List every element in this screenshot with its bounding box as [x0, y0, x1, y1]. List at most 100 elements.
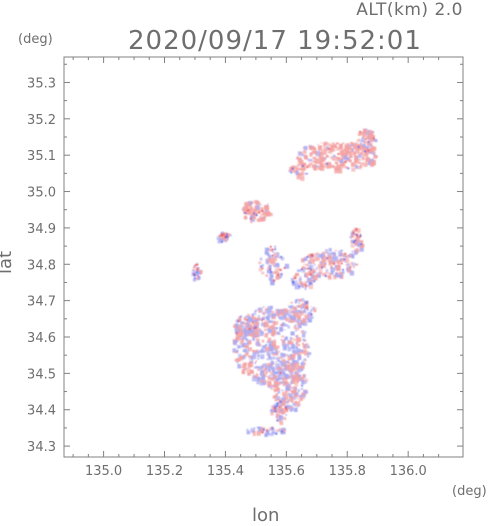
echo-cell — [318, 146, 321, 149]
echo-cell — [308, 255, 311, 258]
echo-cell — [261, 317, 265, 320]
echo-cell — [236, 361, 239, 364]
echo-cell-strong — [291, 167, 294, 170]
echo-cell — [253, 331, 258, 335]
echo-cell — [268, 264, 272, 269]
echo-cell — [327, 162, 332, 169]
echo-cell — [272, 353, 275, 356]
echo-cell — [282, 373, 286, 376]
echo-cell — [330, 156, 334, 159]
echo-cell — [270, 324, 276, 330]
echo-cell — [336, 146, 340, 151]
echo-cell-strong — [244, 212, 247, 214]
echo-cell — [302, 146, 305, 150]
echo-cell — [299, 162, 302, 165]
echo-cell — [253, 200, 259, 204]
echo-cell — [334, 161, 339, 165]
echo-cell — [284, 354, 288, 357]
echo-cell — [307, 343, 309, 346]
echo-cell — [297, 344, 301, 347]
echo-cell — [282, 391, 287, 397]
echo-cell — [345, 258, 348, 261]
echo-cell — [262, 312, 265, 315]
echo-cell — [283, 362, 287, 367]
echo-cell — [254, 319, 258, 323]
echo-cell — [292, 361, 295, 363]
echo-cell — [345, 258, 350, 264]
echo-cell — [248, 324, 253, 330]
echo-cell — [246, 313, 250, 317]
echo-cell — [294, 327, 297, 330]
echo-cell — [216, 236, 221, 240]
echo-cell — [259, 330, 263, 333]
echo-cell — [289, 306, 293, 309]
echo-cell — [337, 272, 343, 276]
echo-cell — [337, 168, 343, 174]
echo-cell — [258, 217, 262, 221]
echo-cell — [258, 426, 262, 432]
echo-cell — [250, 370, 254, 374]
echo-cell-strong — [355, 228, 358, 231]
echo-cell — [248, 340, 252, 345]
echo-cell — [365, 154, 368, 156]
echo-cell — [236, 349, 239, 353]
echo-cell — [291, 354, 296, 359]
echo-cell — [245, 203, 250, 207]
echo-cell — [242, 206, 245, 210]
echo-cell-strong — [276, 402, 279, 405]
echo-cell-strong — [355, 234, 358, 237]
echo-cell — [310, 145, 312, 148]
echo-cell — [328, 272, 332, 275]
echo-cell — [360, 240, 364, 243]
echo-cell — [271, 314, 276, 320]
echo-cell — [347, 269, 352, 273]
echo-cell — [198, 270, 203, 274]
echo-cell — [276, 254, 280, 258]
echo-cell-strong — [261, 267, 264, 270]
echo-cell — [304, 378, 309, 382]
echo-cell — [295, 346, 298, 350]
echo-cell-strong — [321, 266, 323, 269]
echo-cell — [359, 154, 362, 156]
echo-cell — [257, 368, 260, 371]
echo-cell — [344, 261, 346, 263]
echo-cell — [358, 159, 361, 161]
echo-cell — [271, 384, 274, 387]
echo-cell — [355, 149, 360, 154]
echo-cell — [291, 387, 294, 389]
echo-cell — [261, 265, 264, 267]
echo-cell — [270, 279, 275, 286]
echo-cell — [262, 211, 267, 215]
echo-cell-strong — [340, 262, 343, 265]
echo-cell — [294, 371, 298, 375]
echo-cell — [241, 342, 246, 348]
echo-cell — [350, 145, 353, 147]
echo-cell — [268, 365, 273, 370]
echo-cell — [301, 320, 303, 323]
echo-cell — [261, 322, 266, 327]
echo-cell — [246, 321, 249, 324]
echo-cell — [342, 163, 346, 169]
echo-cell — [264, 215, 267, 218]
echo-cell-strong — [341, 268, 344, 271]
echo-cell — [249, 208, 252, 210]
echo-cell — [287, 398, 290, 402]
echo-cell — [248, 315, 251, 318]
echo-cell — [349, 253, 354, 258]
echo-cell-strong — [301, 164, 304, 167]
echo-cell — [295, 405, 298, 408]
echo-cell — [343, 155, 348, 160]
echo-cell — [363, 128, 367, 134]
echo-cell — [260, 427, 263, 431]
echo-cell — [269, 340, 274, 345]
echo-cell — [261, 217, 266, 222]
echo-cell — [355, 241, 360, 246]
echo-cell — [364, 152, 369, 156]
echo-cell — [320, 151, 324, 154]
echo-cell — [293, 367, 298, 371]
echo-cell — [248, 355, 252, 358]
echo-cell — [366, 137, 369, 139]
echo-cell — [284, 263, 290, 269]
echo-cell — [258, 366, 263, 370]
echo-cell — [302, 342, 304, 345]
